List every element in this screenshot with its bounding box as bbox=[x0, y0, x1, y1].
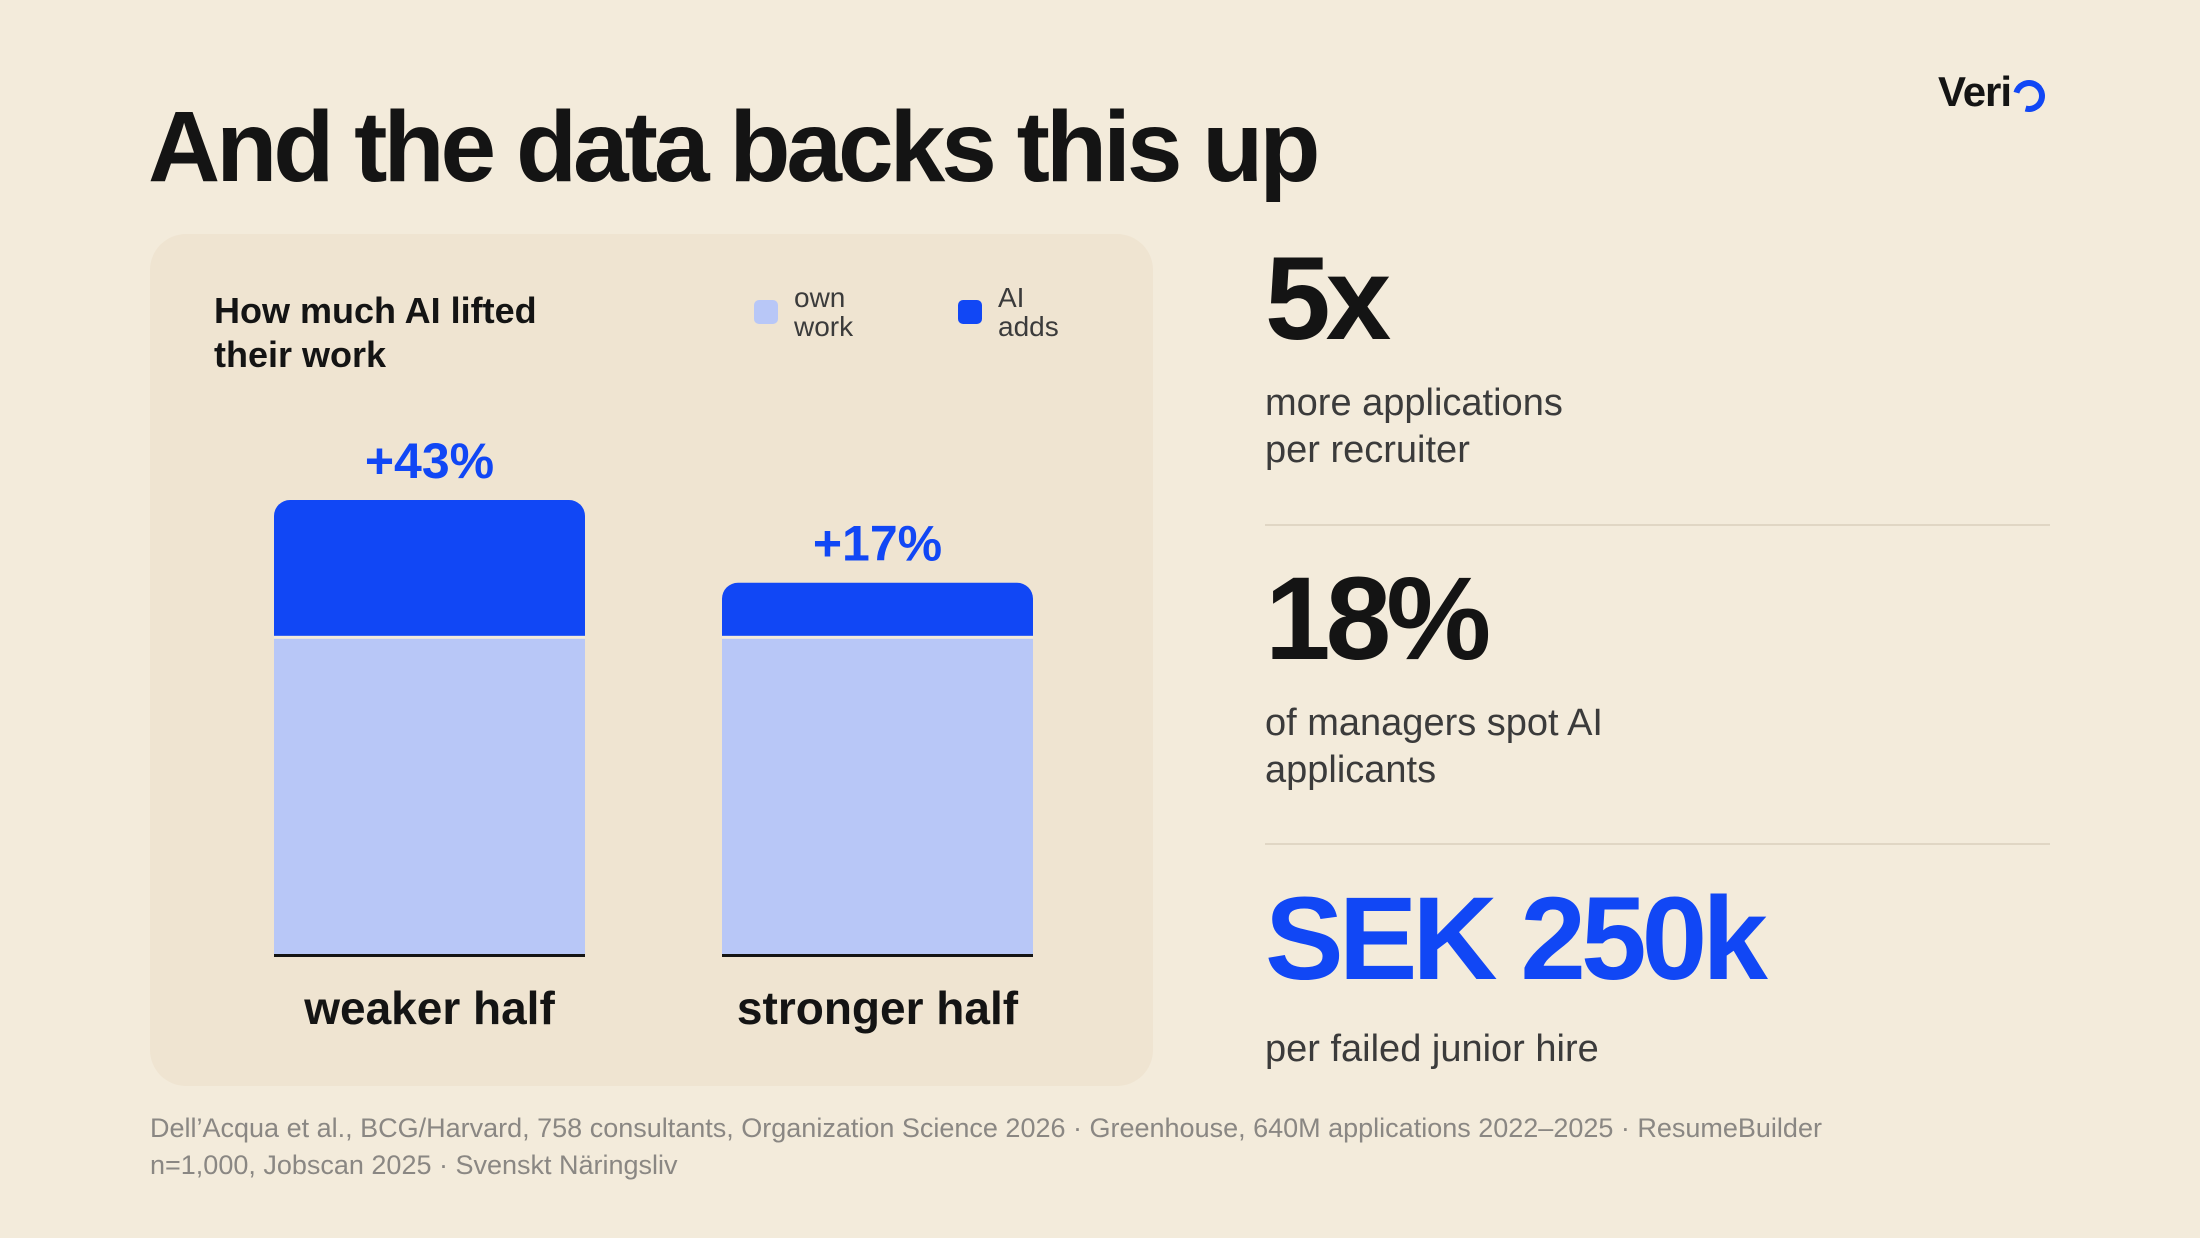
bar-segment-separator bbox=[722, 635, 1033, 639]
legend-label: work bbox=[793, 311, 854, 342]
legend-swatch bbox=[958, 300, 982, 324]
stat-label: per failed junior hire bbox=[1265, 1028, 1599, 1070]
stat-applications: 5x more applications per recruiter bbox=[1265, 240, 2050, 473]
stat-cost: SEK 250k per failed junior hire bbox=[1265, 880, 2050, 1073]
bar-own-work bbox=[274, 636, 585, 955]
bar-baseline bbox=[722, 954, 1033, 957]
page-title: And the data backs this up bbox=[148, 91, 1320, 203]
bar-annotation: +17% bbox=[813, 516, 942, 572]
bar-annotation: +43% bbox=[365, 433, 494, 489]
category-label: stronger half bbox=[737, 982, 1019, 1034]
divider bbox=[1265, 843, 2050, 845]
stat-label: of managers spot AI applicants bbox=[1265, 702, 1603, 791]
chart-title-line: How much AI lifted bbox=[214, 290, 537, 331]
legend-swatch bbox=[754, 300, 778, 324]
legend-label: AI bbox=[998, 282, 1024, 313]
logo-ring-icon bbox=[2007, 74, 2051, 118]
stat-value: 18% bbox=[1265, 553, 1491, 685]
verio-logo: Veri bbox=[1938, 68, 2051, 118]
category-label: weaker half bbox=[303, 982, 555, 1034]
stat-managers: 18% of managers spot AI applicants bbox=[1265, 560, 2050, 793]
stat-label: more applications per recruiter bbox=[1265, 382, 1563, 471]
chart-title-line: their work bbox=[214, 334, 387, 375]
source-footnote: Dell’Acqua et al., BCG/Harvard, 758 cons… bbox=[150, 1113, 1822, 1181]
stat-value: SEK 250k bbox=[1265, 873, 1768, 1005]
chart-card: How much AI lifted their work own work AI add… bbox=[150, 234, 1153, 1086]
stat-value: 5x bbox=[1265, 233, 1391, 365]
bar-segment-separator bbox=[274, 635, 585, 639]
legend-label: own bbox=[794, 282, 845, 313]
legend-label: adds bbox=[998, 311, 1059, 342]
bar-ai-adds bbox=[274, 500, 585, 657]
logo-text: Veri bbox=[1938, 68, 2012, 115]
bar-own-work bbox=[722, 636, 1033, 955]
divider bbox=[1265, 524, 2050, 526]
bar-baseline bbox=[274, 954, 585, 957]
